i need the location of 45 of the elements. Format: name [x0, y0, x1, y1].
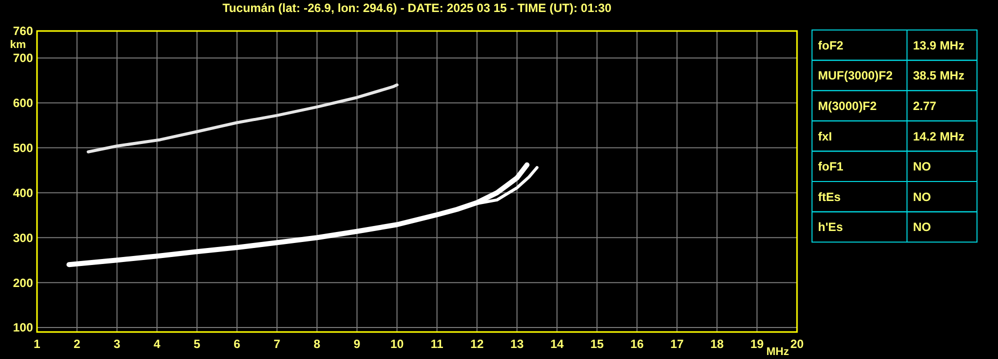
y-tick-label: 760: [12, 24, 34, 38]
x-tick-label: 9: [354, 337, 361, 351]
x-tick-label: 7: [274, 337, 281, 351]
x-tick-label: 12: [470, 337, 484, 351]
y-axis-title: km: [10, 39, 26, 51]
text: 13.9 MHz: [913, 38, 964, 52]
x-tick-label: 11: [430, 337, 444, 351]
x-tick-label: 16: [630, 337, 644, 351]
text: NO: [913, 220, 931, 234]
y-tick-label: 300: [12, 230, 34, 245]
x-tick-label: 14: [550, 337, 564, 351]
x-tick-label: 4: [154, 337, 161, 351]
text: fxI: [818, 129, 832, 144]
x-tick-label: 3: [114, 337, 121, 351]
y-tick-label: 400: [12, 186, 34, 200]
text: foF1: [818, 160, 844, 174]
y-tick-label: 100: [12, 320, 34, 335]
x-tick-label: 10: [390, 337, 404, 351]
x-tick-label: 5: [194, 337, 201, 351]
y-tick-label: 500: [12, 141, 34, 156]
text: MUF(3000)F2: [818, 68, 894, 83]
x-tick-label: 18: [710, 337, 724, 351]
x-tick-label: 1: [34, 337, 41, 351]
x-tick-label: 15: [590, 337, 604, 351]
text: M(3000)F2: [818, 98, 878, 113]
x-tick-label: 20: [790, 337, 804, 351]
text: foF2: [818, 38, 844, 52]
x-tick-label: 2: [74, 337, 81, 351]
y-tick-label: 600: [12, 96, 34, 110]
text: h'Es: [818, 220, 844, 234]
text: 2.77: [913, 98, 937, 113]
text: NO: [913, 190, 931, 204]
text: ftEs: [818, 190, 841, 204]
x-tick-label: 13: [510, 337, 524, 351]
x-axis-title: MHz: [766, 346, 790, 358]
y-tick-label: 700: [12, 51, 34, 66]
x-tick-label: 19: [750, 337, 764, 351]
y-tick-label: 200: [12, 276, 34, 290]
x-tick-label: 8: [314, 337, 321, 351]
text: 14.2 MHz: [913, 129, 964, 144]
x-tick-label: 6: [234, 337, 241, 351]
x-tick-label: 17: [670, 337, 684, 351]
text: 38.5 MHz: [913, 68, 964, 83]
text: NO: [913, 160, 931, 174]
chart-title: Tucumán (lat: -26.9, lon: 294.6) - DATE: 2025 03 15 - TIME (UT): 01:30: [222, 1, 612, 15]
